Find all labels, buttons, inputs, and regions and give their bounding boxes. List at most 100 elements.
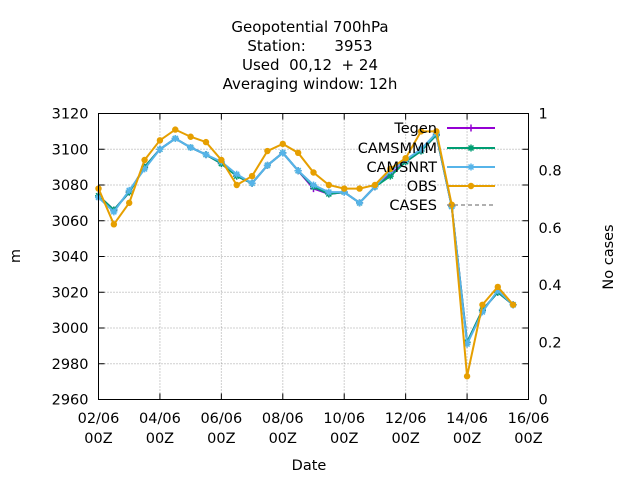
legend-label: CASES (389, 198, 437, 214)
data-point (402, 154, 409, 162)
x-tick-label: 16/06 (508, 411, 550, 427)
data-point (448, 201, 455, 208)
data-point (478, 308, 486, 316)
gridlines (98, 113, 529, 400)
data-point (494, 283, 501, 291)
data-point (171, 135, 179, 143)
data-point (248, 172, 256, 180)
data-point (187, 133, 194, 140)
data-point (325, 181, 333, 189)
y-tick-label: 3100 (52, 142, 89, 158)
data-point (279, 149, 287, 157)
title-line-1: Geopotential 700hPa (231, 18, 388, 36)
chart-title: Geopotential 700hPa Station: 3953 Used 0… (223, 18, 398, 93)
data-point (463, 373, 471, 380)
x-tick-label-hour: 00Z (207, 431, 235, 447)
y-tick-label: 3120 (52, 107, 89, 123)
series-obs (95, 126, 517, 380)
legend-marker (467, 124, 475, 132)
y-axis-label: m (8, 249, 24, 263)
data-point (479, 301, 486, 308)
data-point (509, 301, 517, 308)
x-axis-label: Date (292, 458, 327, 474)
data-point (463, 340, 471, 348)
data-point (310, 169, 317, 176)
x-tick-label-hour: 00Z (391, 431, 419, 447)
x-tick-label: 02/06 (78, 411, 120, 427)
data-point (294, 149, 302, 157)
y2-tick-label: 0.2 (539, 335, 562, 351)
data-point (325, 188, 333, 196)
data-point (141, 156, 148, 164)
x-tick-label: 14/06 (446, 411, 488, 427)
legend-label: OBS (407, 179, 437, 195)
plot-frame (98, 113, 529, 400)
x-tick-label-hour: 00Z (453, 431, 481, 447)
legend-marker (467, 182, 475, 190)
y2-axis-label: No cases (601, 224, 617, 289)
y2-tick-label: 0.8 (539, 164, 562, 180)
data-point (233, 170, 241, 178)
data-point (141, 165, 149, 173)
axes: 2960 2980 3000 3020 3040 3060 3080 3100 3120 0 0.2… (52, 107, 562, 448)
x-tick-label-hour: 00Z (330, 431, 358, 447)
data-point (279, 140, 286, 148)
data-point (387, 165, 394, 173)
data-point (110, 208, 118, 216)
data-point (202, 138, 210, 146)
x-tick-label: 10/06 (323, 411, 365, 427)
legend: Tegen CAMSMMM CAMSNRT OBS CASES (358, 121, 495, 214)
data-series (95, 126, 517, 380)
legend-label: CAMSNRT (367, 160, 438, 176)
data-point (310, 181, 317, 189)
y-tick-label: 3020 (52, 285, 89, 301)
data-point (233, 181, 240, 189)
legend-marker (467, 144, 475, 152)
x-tick-label-hour: 00Z (146, 431, 174, 447)
x-tick-label: 06/06 (200, 411, 242, 427)
data-point (340, 188, 348, 196)
x-tick-label-hour: 00Z (514, 431, 542, 447)
data-point (417, 145, 425, 153)
data-point (417, 128, 425, 135)
x-tick-label: 04/06 (139, 411, 181, 427)
data-point (156, 145, 164, 153)
title-line-4: Averaging window: 12h (223, 75, 398, 93)
series-line (97, 128, 514, 377)
y-tick-label: 3000 (52, 321, 89, 337)
y-tick-label: 3080 (52, 178, 89, 194)
data-point (386, 172, 394, 180)
legend-label: Tegen (393, 121, 437, 137)
data-point (263, 161, 271, 169)
data-point (356, 199, 364, 207)
data-point (294, 167, 302, 175)
x-tick-label-hour: 00Z (269, 431, 297, 447)
data-point (172, 126, 179, 133)
title-line-2: Station: 3953 (247, 37, 372, 55)
data-point (371, 181, 379, 189)
x-tick-label-hour: 00Z (84, 431, 112, 447)
y-tick-label: 3040 (52, 250, 89, 266)
data-point (156, 137, 164, 144)
data-point (494, 286, 502, 294)
data-point (110, 221, 118, 228)
data-point (125, 186, 133, 194)
data-point (433, 128, 440, 135)
x-tick-label: 08/06 (262, 411, 304, 427)
data-point (202, 151, 210, 159)
data-point (264, 147, 271, 155)
x-tick-label: 12/06 (385, 411, 427, 427)
y-tick-label: 2960 (52, 393, 89, 409)
data-point (356, 185, 363, 192)
y2-tick-label: 1 (539, 107, 548, 123)
legend-label: CAMSMMM (358, 141, 437, 157)
data-point (218, 156, 225, 164)
y-tick-label: 3060 (52, 214, 89, 230)
series-line (97, 131, 514, 348)
y2-tick-label: 0.4 (539, 278, 562, 294)
legend-marker (467, 163, 475, 171)
y2-tick-label: 0 (539, 393, 548, 409)
data-point (126, 199, 133, 207)
data-point (248, 179, 256, 187)
